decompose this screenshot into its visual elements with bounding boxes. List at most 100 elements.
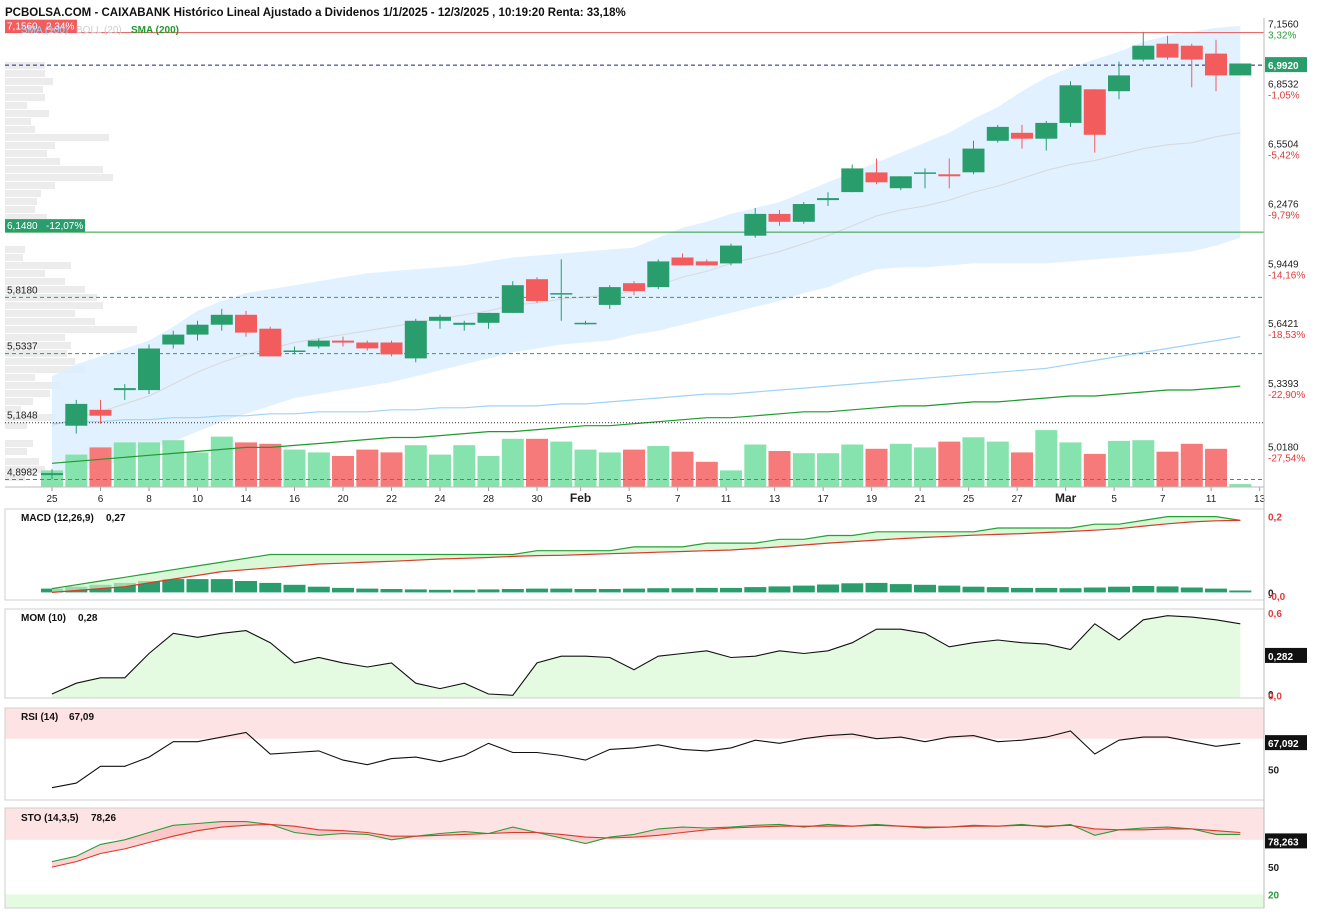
volume-bar	[744, 444, 767, 487]
date-label: 30	[531, 494, 543, 505]
date-label: 16	[289, 494, 301, 505]
sto-d-line	[51, 823, 1241, 868]
mom-tick-label: 0,0	[1268, 691, 1282, 702]
volume-profile-bar	[5, 302, 103, 309]
rsi-overbought-zone	[5, 708, 1264, 739]
macd-histogram-bar	[841, 583, 864, 593]
macd-histogram-bar	[1229, 590, 1252, 593]
date-label: 19	[866, 494, 878, 505]
max-tag-label: 7,1560	[7, 22, 38, 33]
macd-histogram-bar	[1035, 587, 1058, 593]
macd-histogram-bar	[235, 581, 257, 593]
price-tick-pct: 3,32%	[1268, 31, 1296, 42]
volume-profile-bar	[5, 78, 53, 85]
macd-histogram-bar	[938, 585, 961, 593]
macd-histogram-bar	[598, 589, 621, 593]
volume-profile-bar	[5, 214, 47, 221]
date-label: 22	[386, 494, 398, 505]
macd-histogram-bar	[307, 586, 330, 593]
volume-bar	[574, 449, 597, 487]
volume-bar	[841, 444, 864, 487]
max-tag-box	[5, 19, 77, 33]
candle-body	[574, 322, 597, 325]
volume-profile-bar	[5, 246, 25, 253]
sto-value: 78,26	[91, 813, 116, 824]
volume-bar	[598, 452, 621, 487]
macd-histogram-bar	[526, 588, 548, 593]
volume-profile-bar	[5, 366, 85, 373]
mom-title: MOM (10)	[21, 613, 66, 624]
macd-histogram-bar	[477, 589, 500, 593]
volume-bar	[526, 438, 548, 487]
sto-tick-label: 20	[1268, 890, 1280, 901]
date-label: Feb	[570, 491, 591, 505]
candle-body	[792, 204, 815, 222]
volume-bar	[817, 453, 839, 487]
candle-body	[501, 285, 524, 313]
macd-histogram-bar	[162, 579, 185, 593]
volume-profile-bar	[5, 318, 95, 325]
volume-profile-bar	[5, 310, 75, 317]
candle-body	[41, 473, 63, 476]
date-label: 25	[963, 494, 975, 505]
volume-bar	[889, 443, 912, 487]
mom-fill	[52, 615, 1241, 698]
rsi-tick-label: 50	[1268, 765, 1280, 776]
volume-profile-bar	[5, 390, 50, 397]
sto-k-line	[51, 821, 1241, 863]
volume-profile-bar	[5, 342, 71, 349]
volume-profile-bar	[5, 474, 25, 481]
date-label: 10	[192, 494, 204, 505]
volume-profile-bar	[5, 406, 21, 413]
candle-body	[914, 172, 936, 174]
volume-bar	[89, 447, 112, 487]
price-tick-pct: -18,53%	[1268, 330, 1305, 341]
candle-body	[598, 287, 621, 305]
date-label: 24	[434, 494, 446, 505]
volume-profile-bar	[5, 182, 55, 189]
volume-profile-bar	[5, 374, 35, 381]
level-label: 5,5337	[7, 342, 38, 353]
price-tick-label: 6,8532	[1268, 80, 1299, 91]
macd-value: 0,27	[106, 513, 126, 524]
volume-profile-bar	[5, 94, 45, 101]
candle-body	[138, 348, 160, 391]
date-label: 20	[337, 494, 349, 505]
price-tick-label: 5,6421	[1268, 319, 1299, 330]
min-tag-box	[5, 219, 85, 233]
volume-bar	[332, 456, 354, 487]
candle-body	[1229, 63, 1252, 76]
macd-tick-label: 0,2	[1268, 513, 1282, 524]
price-tick-pct: -9,79%	[1268, 210, 1300, 221]
volume-profile-bar	[5, 134, 109, 141]
candle-body	[89, 409, 112, 416]
sto-fill	[52, 821, 1241, 868]
price-tick-pct: -27,54%	[1268, 454, 1305, 465]
level-label: 4,8982	[7, 467, 38, 478]
volume-profile-bar	[5, 62, 45, 69]
candle-body	[477, 312, 500, 323]
candle-body	[768, 213, 791, 222]
legend-sma100: SMA (100)	[21, 25, 68, 36]
volume-bar	[1108, 440, 1130, 487]
volume-profile-bar	[5, 198, 37, 205]
volume-bar	[501, 438, 524, 487]
macd-histogram-bar	[962, 586, 985, 593]
candle-body	[671, 257, 694, 266]
mom-tick-label: 0	[1268, 690, 1274, 701]
price-tick-label: 7,1560	[1268, 20, 1299, 31]
volume-profile-bar	[5, 422, 27, 429]
mom-tick-label: 0,6	[1268, 609, 1282, 620]
rsi-title: RSI (14)	[21, 712, 58, 723]
sto-title: STO (14,3,5)	[21, 813, 79, 824]
candle-body	[235, 314, 257, 333]
macd-histogram-bar	[380, 589, 403, 593]
volume-bar	[186, 452, 209, 487]
macd-histogram-bar	[356, 588, 379, 593]
macd-histogram-bar	[914, 584, 936, 593]
rsi-current-label: 67,092	[1268, 739, 1299, 750]
rsi-line	[51, 730, 1241, 789]
volume-profile-bar	[5, 254, 23, 261]
candle-body	[841, 168, 864, 193]
